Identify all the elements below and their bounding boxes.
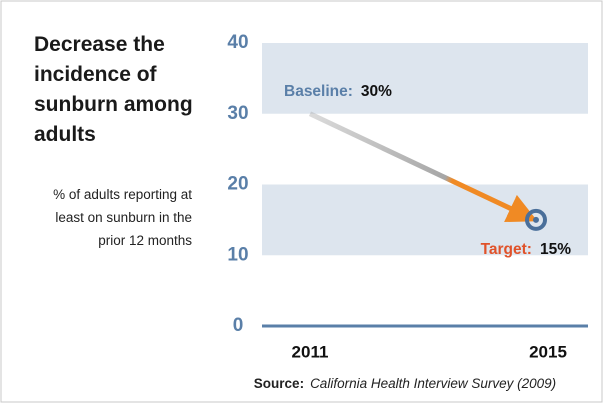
point-label-name: Target: [481, 241, 532, 258]
target-dot [533, 216, 539, 223]
arrow [308, 111, 538, 223]
y-tick-label: 40 [227, 32, 248, 53]
value-label: 30% [361, 83, 392, 100]
grid-band [262, 43, 588, 114]
x-tick-label: 2015 [529, 342, 567, 361]
x-tick-label: 2011 [292, 342, 329, 361]
target-ring [525, 208, 547, 231]
source-label: Source: [254, 376, 304, 391]
source: Source: California Health Interview Surve… [254, 376, 556, 391]
point-label-name: Baseline: [284, 83, 353, 100]
point-label: Target: 15% [481, 241, 572, 258]
y-tick-label: 20 [227, 174, 248, 195]
chart-title: Decrease the incidence of sunburn among … [34, 33, 193, 146]
y-axis-label: % of adults reporting at least on sunbur… [53, 187, 192, 248]
value-label: 15% [540, 241, 571, 258]
y-tick-label: 0 [233, 315, 244, 336]
y-tick-label: 10 [227, 244, 248, 265]
source-text: California Health Interview Survey (2009… [310, 376, 556, 391]
point-label: Baseline: 30% [284, 83, 392, 100]
y-tick-label: 30 [227, 103, 248, 124]
